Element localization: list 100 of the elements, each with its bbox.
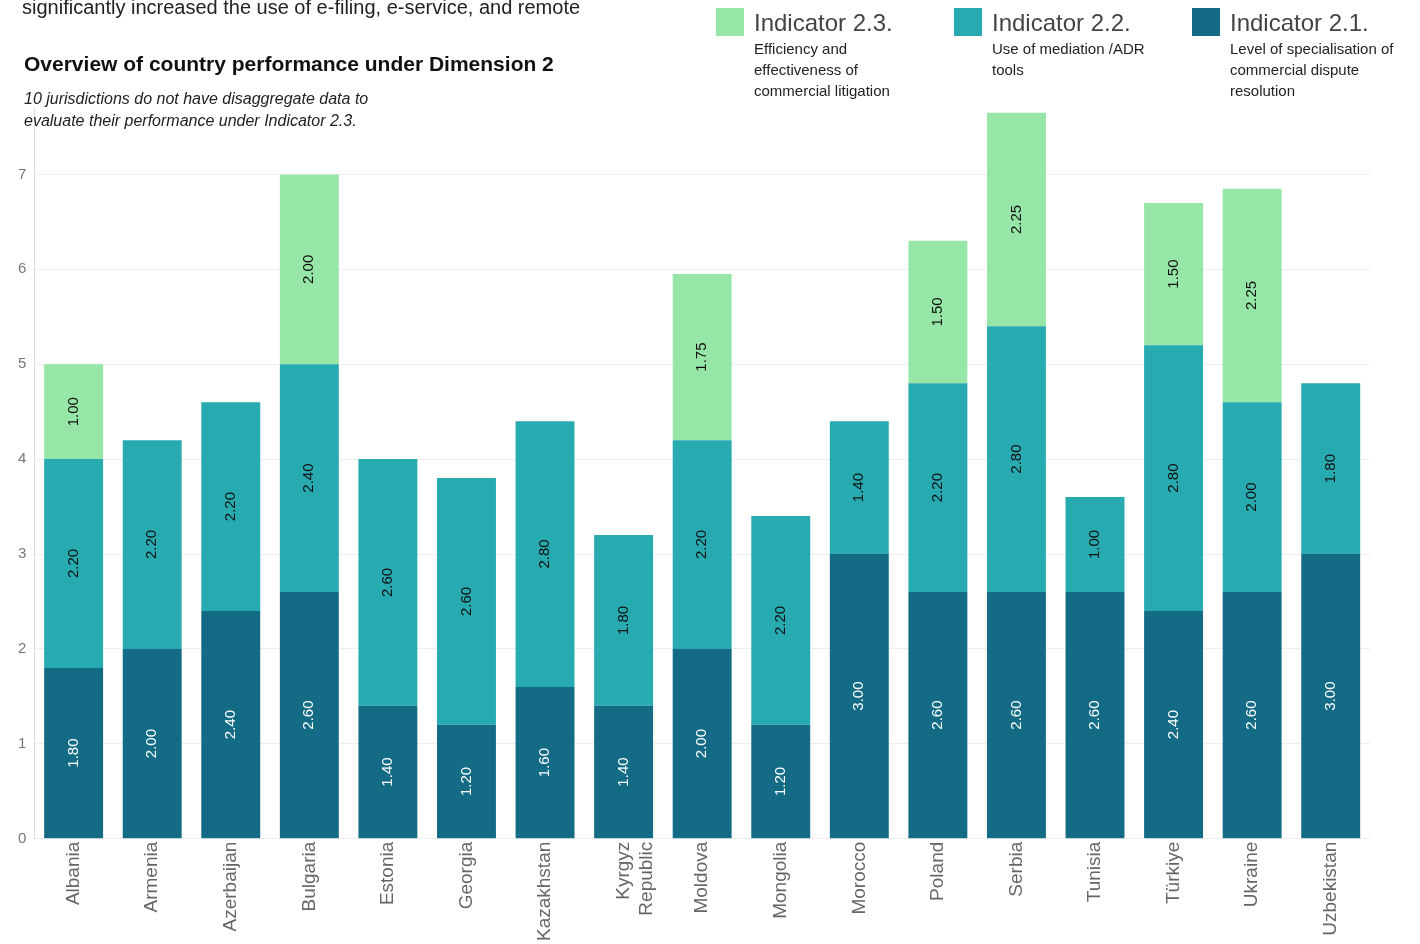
data-label: 3.00 <box>849 681 867 711</box>
x-tick-label: Ukraine <box>1240 841 1262 908</box>
data-label: 2.80 <box>535 539 553 569</box>
data-label: 2.40 <box>299 463 317 493</box>
x-tick-label: Türkiye <box>1161 841 1183 905</box>
bar <box>1144 202 1204 346</box>
x-tick-label: Albania <box>61 841 83 906</box>
data-label: 1.80 <box>613 605 631 636</box>
data-label: 2.20 <box>63 548 81 579</box>
data-label: 2.60 <box>1085 700 1103 730</box>
data-label: 2.40 <box>1163 709 1181 740</box>
legend-label: Indicator 2.2. Use of mediation /ADR tools <box>992 8 1146 80</box>
bar <box>594 705 654 839</box>
data-label: 1.50 <box>928 297 946 327</box>
bar <box>594 535 654 706</box>
x-tick-label: Serbia <box>1004 841 1026 897</box>
y-tick-label: 1 <box>18 733 27 751</box>
data-label: 2.20 <box>928 472 946 503</box>
bar <box>201 402 261 611</box>
data-label: 2.20 <box>220 491 238 522</box>
bar <box>279 174 339 365</box>
bar <box>829 421 889 555</box>
bar <box>1301 554 1361 839</box>
data-label: 1.50 <box>1163 259 1181 289</box>
data-label: 1.00 <box>63 397 81 427</box>
bar <box>908 383 968 592</box>
data-label: 2.60 <box>456 586 474 617</box>
bar <box>1144 610 1204 839</box>
bar <box>358 459 418 706</box>
x-tick-label: Armenia <box>140 841 162 913</box>
y-tick-label: 5 <box>18 354 27 372</box>
data-label: 2.60 <box>378 567 396 598</box>
bar <box>44 667 104 839</box>
x-tick-label: Moldova <box>690 841 712 914</box>
bar <box>1144 345 1204 611</box>
bar <box>672 274 732 441</box>
bar <box>515 421 575 687</box>
data-label: 1.80 <box>1320 454 1338 484</box>
data-label: 1.60 <box>535 747 553 778</box>
data-label: 2.40 <box>220 709 238 740</box>
bar <box>122 648 182 839</box>
x-tick-label: Morocco <box>847 841 869 915</box>
bar <box>437 724 496 839</box>
bar <box>279 364 339 592</box>
bar <box>44 364 104 460</box>
data-label: 1.20 <box>456 766 474 797</box>
bar <box>515 686 575 839</box>
bar <box>1065 591 1125 839</box>
data-label: 1.40 <box>849 472 867 503</box>
x-tick-label: Azerbaijan <box>219 841 240 932</box>
data-label: 2.20 <box>142 529 160 560</box>
x-tick-label: Mongolia <box>768 841 790 919</box>
data-label: 1.75 <box>692 342 710 372</box>
y-tick-label: 7 <box>18 164 27 182</box>
data-label: 2.25 <box>1006 204 1024 235</box>
data-label: 1.40 <box>613 757 631 787</box>
x-tick-label: Kyrgyz Republic <box>611 841 656 916</box>
x-tick-label: Poland <box>926 841 948 901</box>
x-tick-label: Kazakhstan <box>533 841 555 942</box>
bar <box>1301 383 1361 555</box>
bar <box>122 440 182 649</box>
bar <box>751 516 811 725</box>
bar <box>829 554 889 839</box>
data-label: 2.60 <box>1242 700 1260 730</box>
y-tick-label: 2 <box>18 639 27 657</box>
legend-label: Indicator 2.3. Efficiency and effectiveness of commercial litigation <box>754 8 894 101</box>
x-tick-label: Tunisia <box>1083 841 1105 903</box>
bar <box>44 459 104 668</box>
bar <box>908 591 968 839</box>
y-tick-label: 6 <box>18 259 27 277</box>
x-tick-label: Georgia <box>454 841 476 910</box>
data-label: 2.00 <box>299 254 317 284</box>
data-label: 1.80 <box>63 738 81 768</box>
bar <box>358 705 418 839</box>
bar <box>437 478 496 725</box>
data-label: 1.40 <box>378 757 396 787</box>
x-tick-label: Bulgaria <box>297 841 319 912</box>
y-tick-label: 4 <box>18 449 27 467</box>
data-label: 2.80 <box>1163 463 1181 493</box>
bar <box>1065 497 1125 592</box>
bar <box>908 240 968 384</box>
data-label: 1.00 <box>1085 529 1103 560</box>
x-tick-label: Estonia <box>376 841 398 906</box>
y-tick-label: 3 <box>18 544 27 562</box>
bar <box>279 591 339 839</box>
bar <box>1222 188 1282 403</box>
data-label: 2.60 <box>1006 700 1024 730</box>
data-label: 2.20 <box>692 529 710 560</box>
bar <box>201 610 261 839</box>
data-label: 2.00 <box>1242 482 1260 512</box>
data-label: 1.20 <box>770 766 788 797</box>
data-label: 2.25 <box>1242 280 1260 311</box>
bar <box>672 648 732 839</box>
data-label: 2.60 <box>928 700 946 730</box>
text: significantly increased the use of e-filing, e-service, and remote <box>22 0 581 19</box>
bar <box>1222 402 1282 592</box>
data-label: 2.00 <box>692 728 710 759</box>
chart-subtitle: 10 jurisdictions do not have disaggregate data to evaluate their performance under Indicator 2.3. <box>24 89 370 131</box>
y-tick-label: 0 <box>18 828 27 846</box>
bar <box>986 112 1046 327</box>
